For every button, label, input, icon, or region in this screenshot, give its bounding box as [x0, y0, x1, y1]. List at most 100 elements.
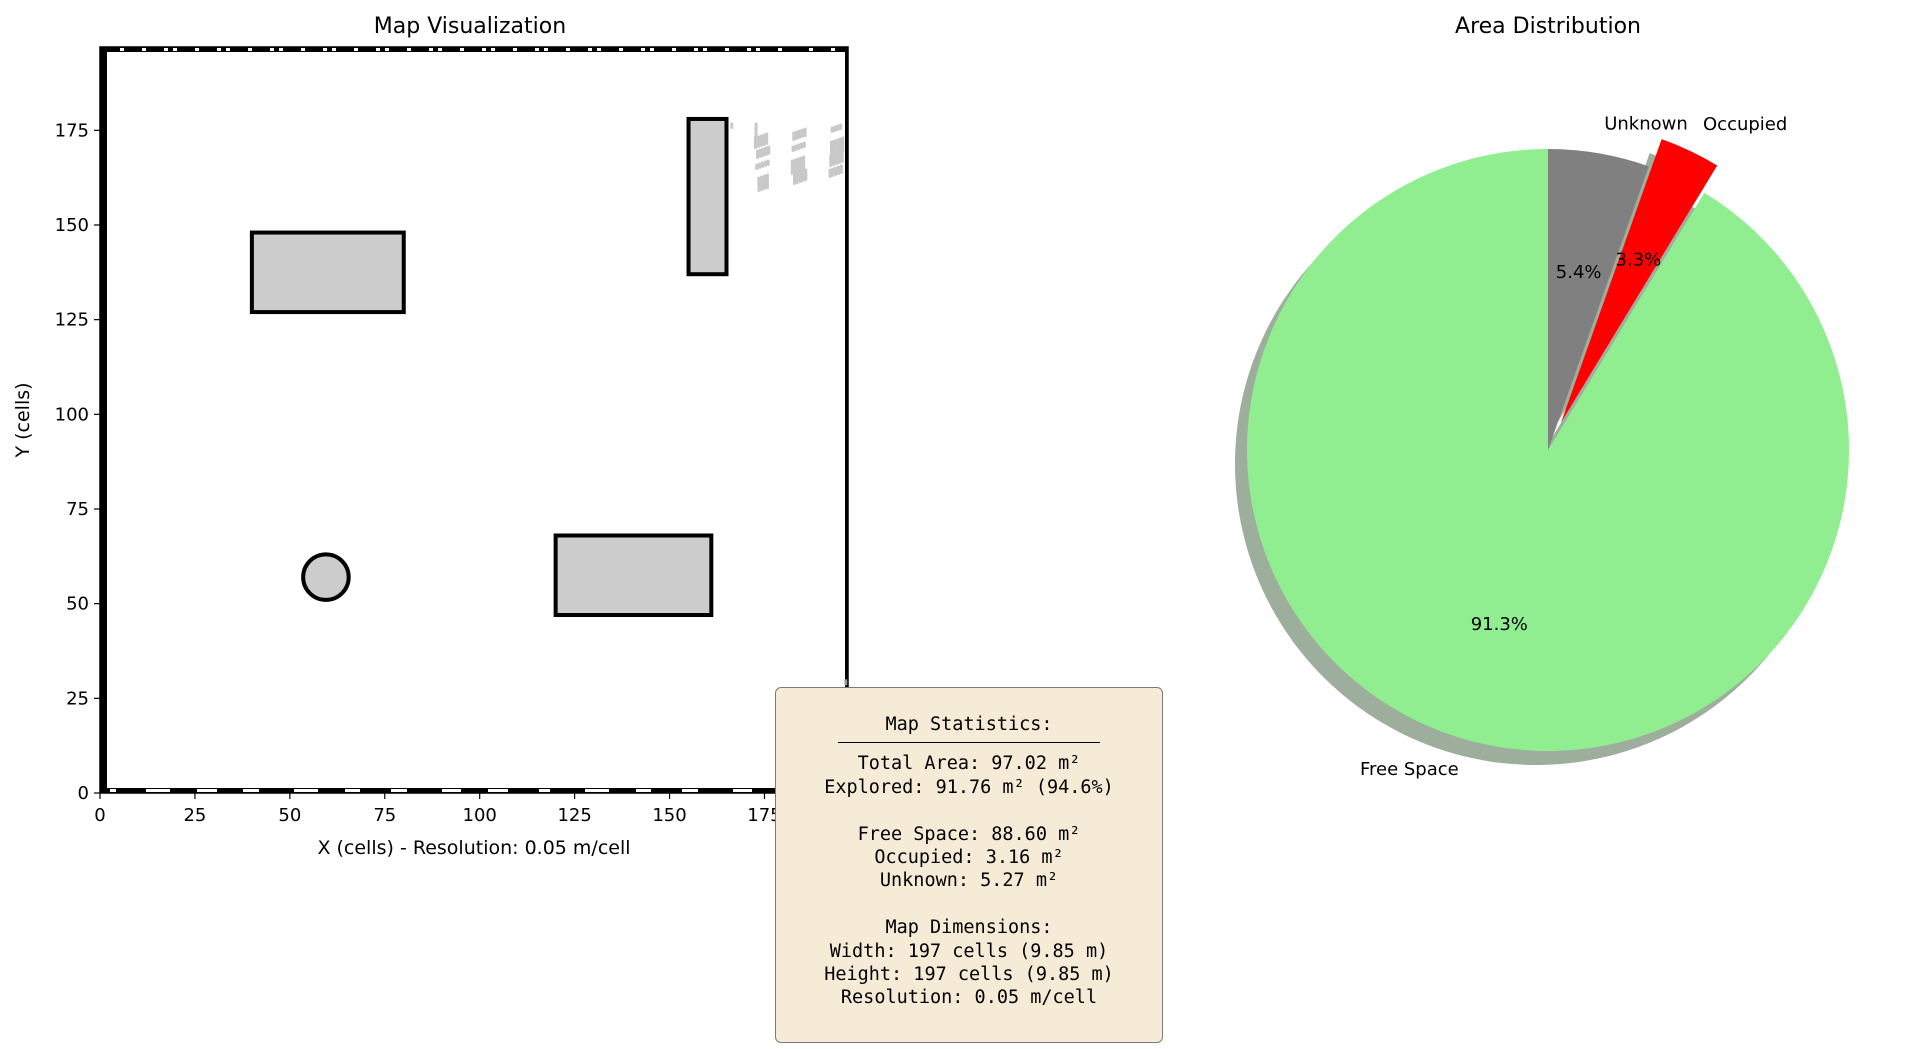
map-panel: Map Visualization 0 25 50 75 100 125 150 175 0 25…	[12, 14, 849, 859]
map-wall-noise	[778, 48, 782, 51]
pie-slice-unknown	[1548, 149, 1649, 450]
map-unknown-speckle	[803, 127, 807, 137]
map-unknown-speckle	[831, 167, 835, 177]
map-wall-noise	[270, 48, 274, 51]
map-x-tick-label: 25	[183, 805, 206, 826]
map-wall-noise	[692, 789, 698, 792]
map-wall-noise	[588, 48, 592, 51]
map-wall-noise	[597, 48, 601, 51]
map-unknown-speckle	[766, 159, 770, 166]
map-wall-noise	[385, 48, 389, 51]
pie-category-label: Unknown	[1604, 114, 1688, 135]
map-unknown-speckle	[756, 149, 760, 159]
map-unknown-speckle	[797, 143, 801, 150]
map-wall-noise	[488, 789, 498, 792]
pie-title: Area Distribution	[1455, 14, 1641, 39]
map-wall-noise	[197, 789, 207, 792]
map-unknown-speckle	[802, 155, 806, 171]
map-unknown-speckle	[757, 176, 761, 192]
map-unknown-speckle	[759, 134, 763, 147]
map-obstacle-2	[686, 116, 729, 277]
map-wall-noise	[725, 48, 729, 51]
map-y-tick-label: 75	[66, 499, 89, 520]
map-unknown-speckle	[834, 152, 838, 165]
map-x-tick-label: 75	[373, 805, 396, 826]
map-wall-noise	[195, 48, 199, 51]
map-wall-noise	[544, 789, 550, 792]
map-y-tick-label: 25	[66, 688, 89, 709]
map-wall-noise	[482, 48, 486, 51]
stats-title-underline	[838, 742, 1100, 752]
map-wall-noise	[391, 789, 397, 792]
map-wall-noise	[396, 789, 402, 792]
pie-slice-free-space	[1246, 149, 1849, 752]
map-unknown-speckle	[836, 124, 840, 131]
map-wall-noise	[809, 48, 813, 51]
map-unknown-speckle	[833, 125, 837, 132]
map-unknown-speckle	[754, 122, 758, 138]
map-wall-noise	[243, 789, 249, 792]
map-wall-bottom	[100, 788, 848, 793]
map-unknown-speckle	[835, 138, 839, 154]
map-unknown-speckle	[839, 123, 843, 130]
map-wall-noise	[585, 789, 599, 792]
map-wall-noise	[401, 789, 407, 792]
map-unknown-speckle	[830, 140, 834, 156]
map-unknown-speckle	[753, 136, 757, 149]
stats-spacer	[776, 799, 1162, 822]
map-unknown-speckle	[837, 151, 841, 164]
pie-category-label: Occupied	[1703, 114, 1787, 135]
map-ticks: 0 25 50 75 100 125 150 175 0 25 50 75 100 125 150 175	[55, 120, 782, 826]
map-wall-noise	[301, 48, 305, 51]
map-wall-noise	[672, 48, 676, 51]
stats-height: Height: 197 cells (9.85 m)	[824, 963, 1114, 985]
map-wall-noise	[460, 48, 464, 51]
map-unknown-speckle	[798, 170, 802, 183]
map-wall-noise	[323, 48, 327, 51]
map-unknown-speckle	[828, 168, 832, 178]
map-unknown-speckle	[793, 158, 797, 174]
map-x-tick-label: 125	[557, 805, 591, 826]
map-wall-noise	[407, 48, 411, 51]
pie-panel: Area Distribution Free Space 91.3% Occupie…	[1235, 14, 1849, 780]
stats-explored: Explored: 91.76 m² (94.6%)	[824, 776, 1114, 798]
map-wall-noise	[641, 48, 645, 51]
map-wall-noise	[491, 48, 495, 51]
map-unknown-speckle	[794, 144, 798, 151]
map-y-tick-label: 50	[66, 594, 89, 615]
map-wall-noise	[142, 48, 146, 51]
map-unknown-speckle	[797, 129, 801, 139]
map-title: Map Visualization	[374, 14, 566, 39]
map-unknown-speckle	[764, 146, 768, 156]
map-wall-noise	[376, 48, 380, 51]
map-wall-noise	[146, 789, 160, 792]
map-obstacle-1	[249, 230, 406, 315]
map-unknown-speckle	[832, 153, 836, 166]
map-wall-noise	[429, 48, 433, 51]
map-unknown-speckle	[760, 161, 764, 168]
map-x-tick-label: 100	[463, 805, 497, 826]
map-unknown-speckle	[755, 163, 759, 170]
map-wall-right	[845, 47, 848, 793]
map-wall-noise	[650, 48, 654, 51]
map-x-axis-label: X (cells) - Resolution: 0.05 m/cell	[317, 837, 630, 859]
map-unknown-speckle	[760, 175, 764, 191]
map-wall-noise	[442, 789, 456, 792]
map-wall-noise	[535, 48, 539, 51]
map-wall-noise	[831, 48, 835, 51]
map-wall-noise	[756, 48, 760, 51]
map-unknown-speckle	[837, 165, 841, 175]
map-image	[100, 47, 848, 793]
pie-percent-label: 5.4%	[1556, 262, 1602, 283]
map-wall-noise	[217, 48, 221, 51]
map-unknown-speckle	[804, 168, 808, 181]
pie-percent-label: 3.3%	[1616, 250, 1662, 271]
map-unknown-speckle	[791, 145, 795, 152]
pie-category-label: Free Space	[1360, 759, 1459, 780]
map-unknown-speckle	[840, 150, 844, 163]
pie-labels: Free Space 91.3% Occupied 3.3% Unknown 5.4%	[1360, 114, 1787, 780]
map-y-tick-label: 150	[55, 215, 89, 236]
map-wall-noise	[110, 789, 116, 792]
map-obstacle-4	[553, 533, 714, 618]
